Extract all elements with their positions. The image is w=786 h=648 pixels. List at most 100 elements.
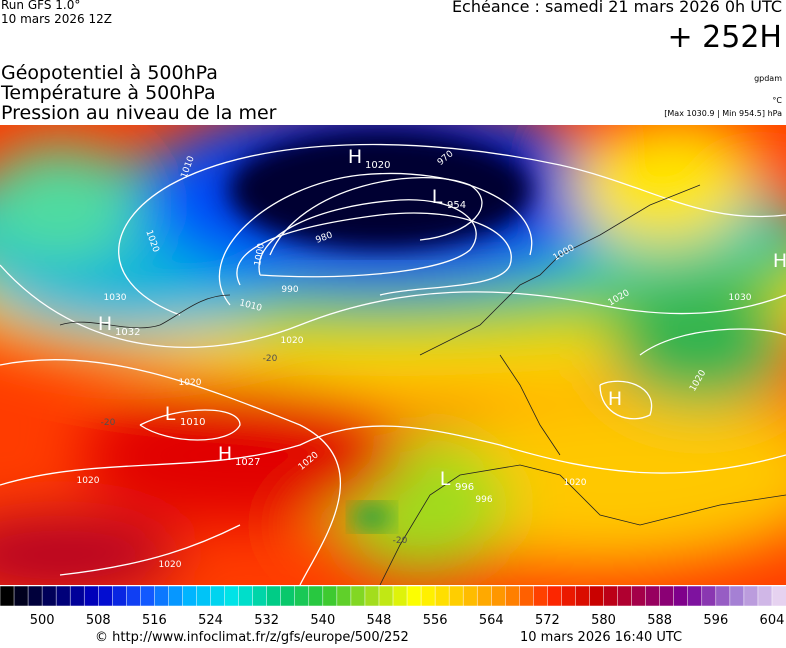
swatch bbox=[715, 586, 731, 607]
center-letter: H bbox=[608, 388, 622, 410]
field bbox=[0, 125, 786, 585]
swatch bbox=[112, 586, 128, 607]
center-letter: H bbox=[348, 146, 362, 168]
date: 10 mars 2026 16:40 UTC bbox=[520, 630, 683, 645]
init: 10 mars 2026 12Z bbox=[1, 12, 112, 26]
contour-label: -20 bbox=[101, 418, 116, 428]
swatch bbox=[729, 586, 745, 607]
swatch bbox=[154, 586, 170, 607]
swatch bbox=[771, 586, 786, 607]
center-value: 1010 bbox=[180, 417, 205, 428]
swatch bbox=[420, 586, 436, 607]
swatch bbox=[434, 586, 450, 607]
swatch bbox=[210, 586, 226, 607]
colorbar bbox=[0, 586, 786, 607]
swatch bbox=[491, 586, 507, 607]
colorbar-tick-label: 532 bbox=[254, 613, 279, 628]
center-value: 1032 bbox=[115, 327, 140, 338]
unit: gpdam bbox=[754, 74, 782, 83]
colorbar-tick-label: 596 bbox=[703, 613, 728, 628]
center-letter: L bbox=[432, 186, 443, 208]
swatch bbox=[392, 586, 408, 607]
swatch bbox=[645, 586, 661, 607]
contour-label: 1020 bbox=[179, 378, 202, 388]
center-value: 996 bbox=[455, 482, 474, 493]
swatch bbox=[406, 586, 422, 607]
colorbar-tick-label: 500 bbox=[30, 613, 55, 628]
contour-label: 1020 bbox=[564, 478, 587, 488]
colorbar-tick-label: 564 bbox=[479, 613, 504, 628]
colorbar-tick-label: 580 bbox=[591, 613, 616, 628]
colorbar-tick-label: 604 bbox=[760, 613, 785, 628]
swatch bbox=[182, 586, 198, 607]
swatch bbox=[476, 586, 493, 607]
source: © http://www.infoclimat.fr/z/gfs/europe/… bbox=[95, 630, 409, 645]
swatch bbox=[378, 586, 394, 607]
swatch bbox=[224, 586, 240, 607]
isobars bbox=[0, 143, 786, 585]
swatch bbox=[294, 586, 310, 607]
swatch bbox=[743, 586, 759, 607]
swatch bbox=[364, 586, 380, 607]
colorbar-tick-label: 548 bbox=[367, 613, 392, 628]
swatch bbox=[280, 586, 296, 607]
colorbar-tick-label: 540 bbox=[310, 613, 335, 628]
swatch bbox=[322, 586, 338, 607]
swatch bbox=[575, 586, 591, 607]
swatch bbox=[252, 586, 268, 607]
lead: + 252H bbox=[667, 20, 783, 55]
center-letter: L bbox=[165, 403, 176, 425]
contour-label: 1030 bbox=[104, 293, 127, 303]
center-letter: H bbox=[773, 250, 786, 272]
swatch bbox=[13, 586, 29, 607]
contour-label: 990 bbox=[281, 285, 298, 295]
swatch bbox=[350, 586, 366, 607]
swatch bbox=[659, 586, 675, 607]
contour-label: 1020 bbox=[77, 476, 100, 486]
swatch bbox=[69, 586, 85, 607]
swatch bbox=[196, 586, 212, 607]
swatch bbox=[55, 586, 71, 607]
swatch bbox=[701, 586, 717, 607]
colorbar-labels: 500 508 516 524 532 540 548 556 564 572 580 588 596 6… bbox=[30, 613, 785, 628]
swatch bbox=[27, 586, 43, 607]
swatch bbox=[687, 586, 703, 607]
swatch bbox=[98, 586, 114, 607]
contour-label: -20 bbox=[263, 354, 278, 364]
contour-label: 996 bbox=[475, 495, 492, 505]
swatch bbox=[308, 586, 324, 607]
swatch bbox=[603, 586, 619, 607]
swatch bbox=[533, 586, 549, 607]
swatch bbox=[83, 586, 100, 607]
swatch bbox=[41, 586, 57, 607]
swatch bbox=[140, 586, 156, 607]
swatch bbox=[462, 586, 478, 607]
colorbar-tick-label: 572 bbox=[535, 613, 560, 628]
swatch bbox=[617, 586, 633, 607]
swatch bbox=[631, 586, 647, 607]
swatch bbox=[448, 586, 464, 607]
swatch bbox=[589, 586, 605, 607]
swatch bbox=[505, 586, 521, 607]
title: Géopotentiel à 500hPa bbox=[1, 62, 218, 84]
unit: °C bbox=[772, 96, 782, 105]
swatch bbox=[168, 586, 184, 607]
contour-label: -20 bbox=[393, 536, 408, 546]
swatch bbox=[561, 586, 577, 607]
swatch bbox=[238, 586, 254, 607]
center-value: 1027 bbox=[235, 457, 260, 468]
swatch bbox=[336, 586, 352, 607]
coastlines bbox=[59, 184, 786, 585]
title: Température à 500hPa bbox=[1, 82, 216, 104]
run: Run GFS 1.0° bbox=[1, 0, 81, 12]
contour-label: 1030 bbox=[729, 293, 752, 303]
center-value: 954 bbox=[447, 200, 466, 211]
unit: [Max 1030.9 | Min 954.5] hPa bbox=[664, 109, 782, 118]
center-letter: L bbox=[440, 468, 451, 490]
swatch bbox=[547, 586, 563, 607]
title: Pression au niveau de la mer bbox=[1, 102, 277, 124]
swatch bbox=[519, 586, 535, 607]
colorbar-tick-label: 508 bbox=[86, 613, 111, 628]
